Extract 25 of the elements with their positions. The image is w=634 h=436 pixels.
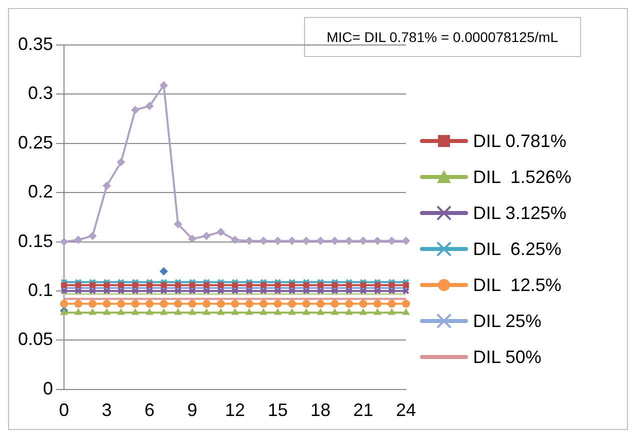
legend-label: DIL 6.25% [473,238,562,260]
x-tick-label: 9 [187,400,198,420]
x-tick-label: 3 [102,400,112,420]
y-tick-label: 0.3 [28,83,54,104]
y-tick-label: 0.35 [18,34,54,54]
x-tick-label: 18 [310,400,331,420]
x-tick-label: 6 [144,400,155,420]
legend-label: DIL 3.125% [473,202,566,224]
legend-label: DIL 0.781% [473,130,566,152]
x-tick-label: 0 [59,400,70,420]
x-tick-label: 15 [268,400,288,420]
y-tick-label: 0.2 [28,182,54,202]
y-tick-label: 0 [43,378,54,398]
x-tick-label: 24 [396,400,416,420]
y-tick-label: 0.1 [28,280,54,300]
x-tick-label: 12 [224,400,246,420]
x-tick-label: 21 [353,400,374,420]
legend-label: DIL 25% [473,310,542,332]
y-tick-label: 0.05 [18,329,54,350]
y-tick-label: 0.25 [18,132,54,152]
note-box: MIC= DIL 0.781% = 0.000078125/mL [304,17,581,57]
legend-label: DIL 50% [473,346,542,368]
y-tick-label: 0.15 [18,230,54,251]
legend-label: DIL 1.526% [473,166,572,188]
legend-label: DIL 12.5% [473,274,562,296]
